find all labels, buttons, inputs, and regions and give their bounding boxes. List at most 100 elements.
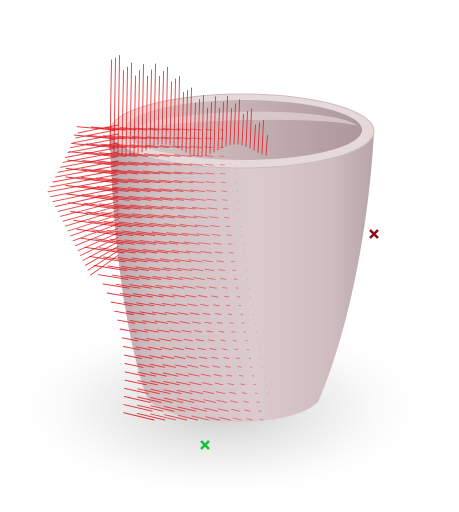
normal-vector [47, 178, 119, 193]
normal-vector [113, 152, 149, 157]
normal-vector [233, 103, 236, 145]
normal-vector [189, 180, 205, 184]
normal-vector [161, 355, 175, 359]
normal-vector [133, 222, 165, 228]
normal-vector [158, 162, 182, 166]
normal-vector [206, 330, 214, 333]
normal-vector [202, 259, 214, 263]
normal-vector [165, 66, 168, 145]
normal-vector [81, 194, 130, 201]
normal-vector [106, 229, 145, 236]
normal-vector [192, 206, 207, 210]
normal-vector [145, 144, 170, 149]
normal-vector [211, 233, 221, 236]
normal-vector [76, 126, 115, 131]
normal-vector [174, 364, 188, 368]
normal-vector [137, 388, 160, 395]
normal-vector [173, 355, 186, 359]
normal-vector [217, 322, 223, 324]
normal-vector [213, 374, 222, 377]
normal-vector [90, 255, 119, 276]
normal-vector [175, 372, 189, 377]
normal-vector [158, 188, 184, 192]
normal-vector [200, 303, 209, 307]
cup-body[interactable] [110, 132, 374, 423]
normal-vector [166, 232, 188, 236]
normal-vector [147, 346, 162, 351]
normal-vector [90, 126, 126, 131]
normal-vector [57, 196, 119, 212]
normal-vector [224, 365, 231, 368]
normal-vector [176, 206, 196, 210]
normal-vector [258, 410, 262, 412]
normal-vector [224, 295, 230, 298]
normal-vector [81, 168, 128, 175]
normal-vector [200, 373, 211, 377]
normal-vector [196, 233, 210, 236]
normal-vector [238, 374, 244, 377]
normal-vector [73, 134, 115, 140]
normal-vector [96, 186, 140, 192]
normal-vector [121, 265, 149, 272]
normal-vector [125, 66, 128, 157]
normal-vector [185, 89, 188, 153]
normal-vector [237, 366, 242, 368]
normal-vector [149, 266, 171, 272]
normal-vector [109, 238, 146, 245]
normal-vector [221, 190, 227, 192]
normal-vector [144, 329, 159, 333]
marker-dark-red-icon[interactable] [369, 229, 379, 239]
normal-vector [206, 198, 217, 201]
normal-vector [151, 311, 167, 315]
normal-vector [114, 204, 153, 210]
normal-vector [103, 256, 137, 263]
normal-vector [97, 160, 138, 166]
normal-vector [174, 180, 194, 184]
normal-vector [227, 243, 233, 245]
normal-vector [220, 172, 226, 175]
normal-vector [241, 392, 247, 395]
normal-vector [80, 237, 119, 256]
normal-vector [137, 69, 140, 155]
normal-vector [174, 188, 195, 192]
normal-vector [201, 94, 204, 157]
normal-vector [225, 304, 231, 307]
normal-vector [142, 284, 163, 289]
normal-vector [213, 96, 216, 153]
normal-vector [154, 320, 169, 324]
normal-vector [176, 128, 191, 131]
marker-green-icon[interactable] [200, 440, 210, 450]
normal-vector [179, 276, 194, 280]
normal-vector [136, 231, 167, 236]
normal-vector [234, 348, 239, 351]
normal-vector [205, 416, 220, 421]
normal-vector [265, 135, 268, 156]
normal-vector [176, 381, 191, 386]
normal-vector [129, 319, 147, 324]
normal-vector [136, 302, 155, 307]
normal-vector [227, 313, 233, 315]
normal-vector [232, 339, 237, 342]
normal-vector [185, 250, 201, 254]
normal-vector [186, 356, 197, 359]
normal-vector [195, 286, 206, 289]
normal-vector [124, 387, 149, 395]
normal-vector [190, 137, 202, 140]
normal-vector [205, 189, 216, 192]
normal-vector [208, 339, 215, 342]
normal-vector [124, 371, 146, 377]
normal-vector [149, 69, 152, 149]
normal-vector [176, 267, 193, 272]
normal-vector [219, 155, 225, 157]
normal-vector [67, 214, 119, 232]
normal-vector [117, 319, 136, 324]
normal-vector [163, 380, 180, 386]
normal-vector [137, 363, 155, 368]
normal-vector [215, 313, 222, 315]
normal-vector [181, 232, 199, 236]
normal-vector [173, 78, 176, 147]
normal-vector [117, 256, 148, 263]
normal-vector [241, 113, 244, 146]
